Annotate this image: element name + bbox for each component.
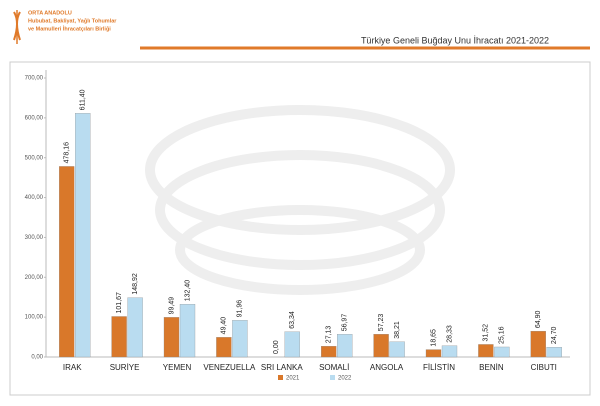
y-tick-label: 300,00 (25, 235, 44, 241)
x-tick-label: IRAK (63, 363, 82, 372)
x-tick-label: SOMALİ (319, 363, 349, 372)
org-line: Hububat, Bakliyat, Yağlı Tohumlar (28, 18, 117, 24)
bar (179, 304, 196, 358)
value-label: 28,33 (446, 325, 453, 343)
bar (127, 297, 143, 358)
bar (321, 346, 337, 358)
y-tick-label: 400,00 (25, 195, 44, 201)
y-tick-label: 200,00 (25, 275, 44, 281)
bar (59, 166, 75, 358)
value-label: 63,34 (289, 311, 296, 329)
value-label: 64,90 (535, 311, 542, 329)
bar (163, 317, 180, 358)
legend-swatch (278, 375, 283, 380)
bar (425, 349, 442, 358)
y-tick-label: 500,00 (25, 155, 44, 161)
bar (530, 330, 546, 358)
legend-label: 2022 (338, 376, 352, 382)
x-tick-label: SURİYE (110, 363, 140, 372)
x-tick-label: VENEZUELLA (203, 363, 256, 372)
value-label: 38,21 (394, 321, 401, 339)
y-tick-label: 600,00 (25, 115, 44, 121)
value-label: 99,49 (168, 297, 175, 315)
legend-swatch (330, 375, 335, 380)
value-label: 25,16 (499, 326, 506, 344)
bar (478, 344, 494, 358)
bar (111, 316, 127, 358)
header-band (140, 29, 600, 47)
value-label: 24,70 (551, 327, 558, 345)
x-tick-label: YEMEN (163, 363, 192, 372)
x-tick-label: BENİN (479, 363, 504, 372)
bar (494, 346, 510, 358)
y-tick-label: 700,00 (25, 76, 44, 82)
value-label: 101,67 (116, 292, 123, 314)
x-tick-label: ANGOLA (370, 363, 404, 372)
value-label: 27,13 (326, 326, 333, 344)
bar (75, 113, 91, 358)
bar (232, 320, 248, 358)
value-label: 148,92 (132, 273, 139, 295)
x-tick-label: SRI LANKA (261, 363, 303, 372)
plot-frame (9, 61, 591, 396)
bar (373, 334, 389, 358)
bar (337, 334, 353, 358)
bar (441, 345, 458, 358)
bar (284, 331, 300, 358)
value-label: 57,23 (378, 314, 385, 332)
x-tick-label: FİLİSTİN (423, 363, 455, 372)
value-label: 49,40 (221, 317, 228, 335)
value-label: 56,97 (342, 314, 349, 332)
value-label: 0,00 (273, 340, 280, 354)
value-label: 91,96 (237, 300, 244, 318)
value-label: 31,52 (483, 324, 490, 342)
y-tick-label: 100,00 (25, 315, 44, 321)
value-label: 478,16 (64, 142, 71, 164)
value-label: 132,40 (184, 280, 191, 302)
org-line: ORTA ANADOLU (28, 10, 72, 16)
y-tick-label: 0,00 (31, 355, 43, 361)
value-label: 611,40 (80, 89, 87, 110)
x-tick-label: CIBUTI (531, 363, 557, 372)
bar (546, 347, 562, 358)
org-line: ve Mamulleri İhracatçıları Birliği (28, 25, 111, 32)
value-label: 18,65 (430, 329, 437, 347)
watermark (145, 105, 455, 295)
legend-label: 2021 (286, 376, 300, 382)
logo (13, 10, 21, 44)
bar (389, 341, 405, 358)
chart-title: Türkiye Geneli Buğday Unu İhracatı 2021-… (361, 35, 549, 45)
bar (216, 337, 232, 358)
